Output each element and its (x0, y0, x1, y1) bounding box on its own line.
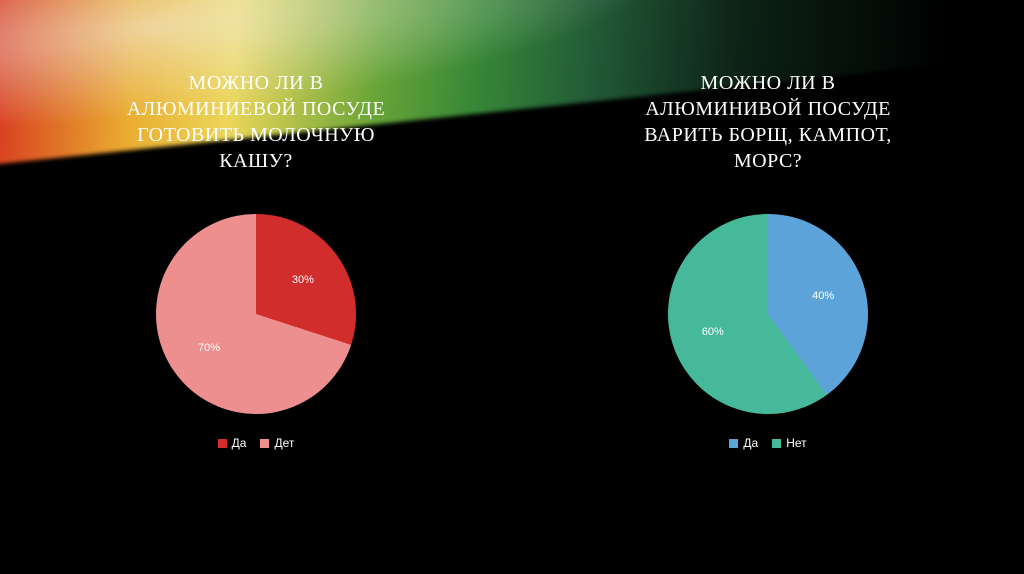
right-slice-1-pct: 60% (702, 326, 724, 338)
right-legend-swatch-0 (729, 439, 738, 448)
right-legend: Да Нет (729, 436, 806, 450)
left-legend-label-1: Дет (274, 436, 294, 450)
right-legend-item-1: Нет (772, 436, 806, 450)
left-slice-0-pct: 30% (292, 274, 314, 286)
right-legend-label-0: Да (743, 436, 758, 450)
left-legend-label-0: Да (232, 436, 247, 450)
right-pie-chart (668, 214, 868, 414)
right-legend-label-1: Нет (786, 436, 806, 450)
right-legend-item-0: Да (729, 436, 758, 450)
left-pie-chart (156, 214, 356, 414)
left-legend: Да Дет (218, 436, 295, 450)
right-legend-swatch-1 (772, 439, 781, 448)
left-pie-wrap: 30% 70% (156, 214, 356, 414)
left-chart-column: МОЖНО ЛИ В АЛЮМИНИЕВОЙ ПОСУДЕ ГОТОВИТЬ М… (0, 70, 512, 574)
left-legend-item-1: Дет (260, 436, 294, 450)
right-chart-column: МОЖНО ЛИ В АЛЮМИНИВОЙ ПОСУДЕ ВАРИТЬ БОРЩ… (512, 70, 1024, 574)
left-legend-item-0: Да (218, 436, 247, 450)
right-pie-wrap: 40% 60% (668, 214, 868, 414)
left-chart-title: МОЖНО ЛИ В АЛЮМИНИЕВОЙ ПОСУДЕ ГОТОВИТЬ М… (127, 70, 385, 174)
left-slice-1-pct: 70% (198, 342, 220, 354)
left-legend-swatch-1 (260, 439, 269, 448)
right-chart-title: МОЖНО ЛИ В АЛЮМИНИВОЙ ПОСУДЕ ВАРИТЬ БОРЩ… (644, 70, 892, 174)
slide-content: МОЖНО ЛИ В АЛЮМИНИЕВОЙ ПОСУДЕ ГОТОВИТЬ М… (0, 0, 1024, 574)
left-legend-swatch-0 (218, 439, 227, 448)
right-slice-0-pct: 40% (812, 290, 834, 302)
